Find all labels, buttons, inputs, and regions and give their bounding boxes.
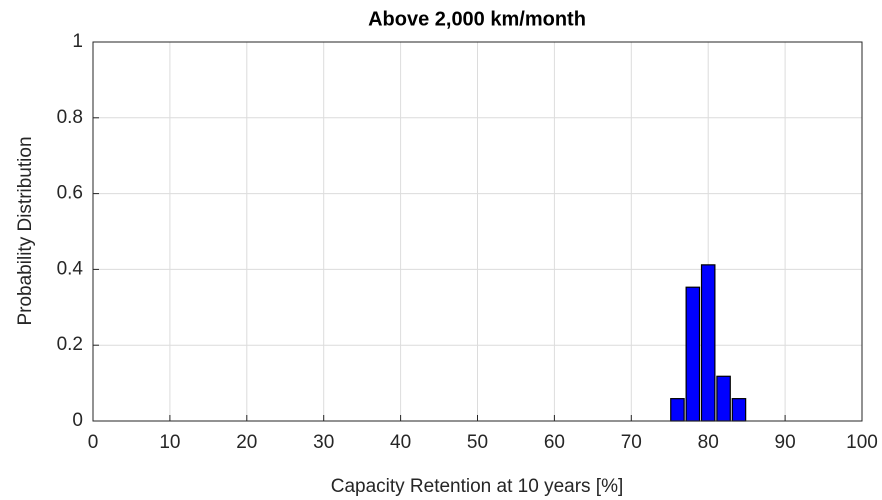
x-tick-label: 70 [621, 432, 642, 453]
x-axis-label: Capacity Retention at 10 years [%] [331, 476, 624, 497]
y-tick-label: 0.4 [57, 258, 84, 279]
y-tick-label: 0.2 [57, 334, 83, 355]
y-tick-label: 0.6 [57, 183, 83, 204]
x-tick-label: 90 [775, 432, 796, 453]
x-tick-label: 30 [313, 432, 334, 453]
x-tick-label: 50 [467, 432, 488, 453]
bar [670, 398, 685, 422]
x-tick-label: 40 [390, 432, 411, 453]
x-tick-label: 0 [88, 432, 99, 453]
x-tick-label: 60 [544, 432, 565, 453]
bar [731, 398, 747, 422]
x-tick-label: 80 [698, 432, 719, 453]
y-axis-label: Probability Distribution [15, 136, 36, 325]
bar [716, 375, 731, 422]
y-tick-label: 1 [72, 31, 83, 52]
bar [700, 264, 716, 422]
chart-title: Above 2,000 km/month [368, 8, 586, 30]
bar [685, 286, 701, 422]
y-tick-label: 0.8 [57, 107, 83, 128]
x-tick-label: 100 [846, 432, 878, 453]
plot-frame [92, 41, 863, 422]
x-tick-label: 10 [159, 432, 180, 453]
x-tick-label: 20 [236, 432, 257, 453]
y-tick-label: 0 [72, 410, 83, 431]
